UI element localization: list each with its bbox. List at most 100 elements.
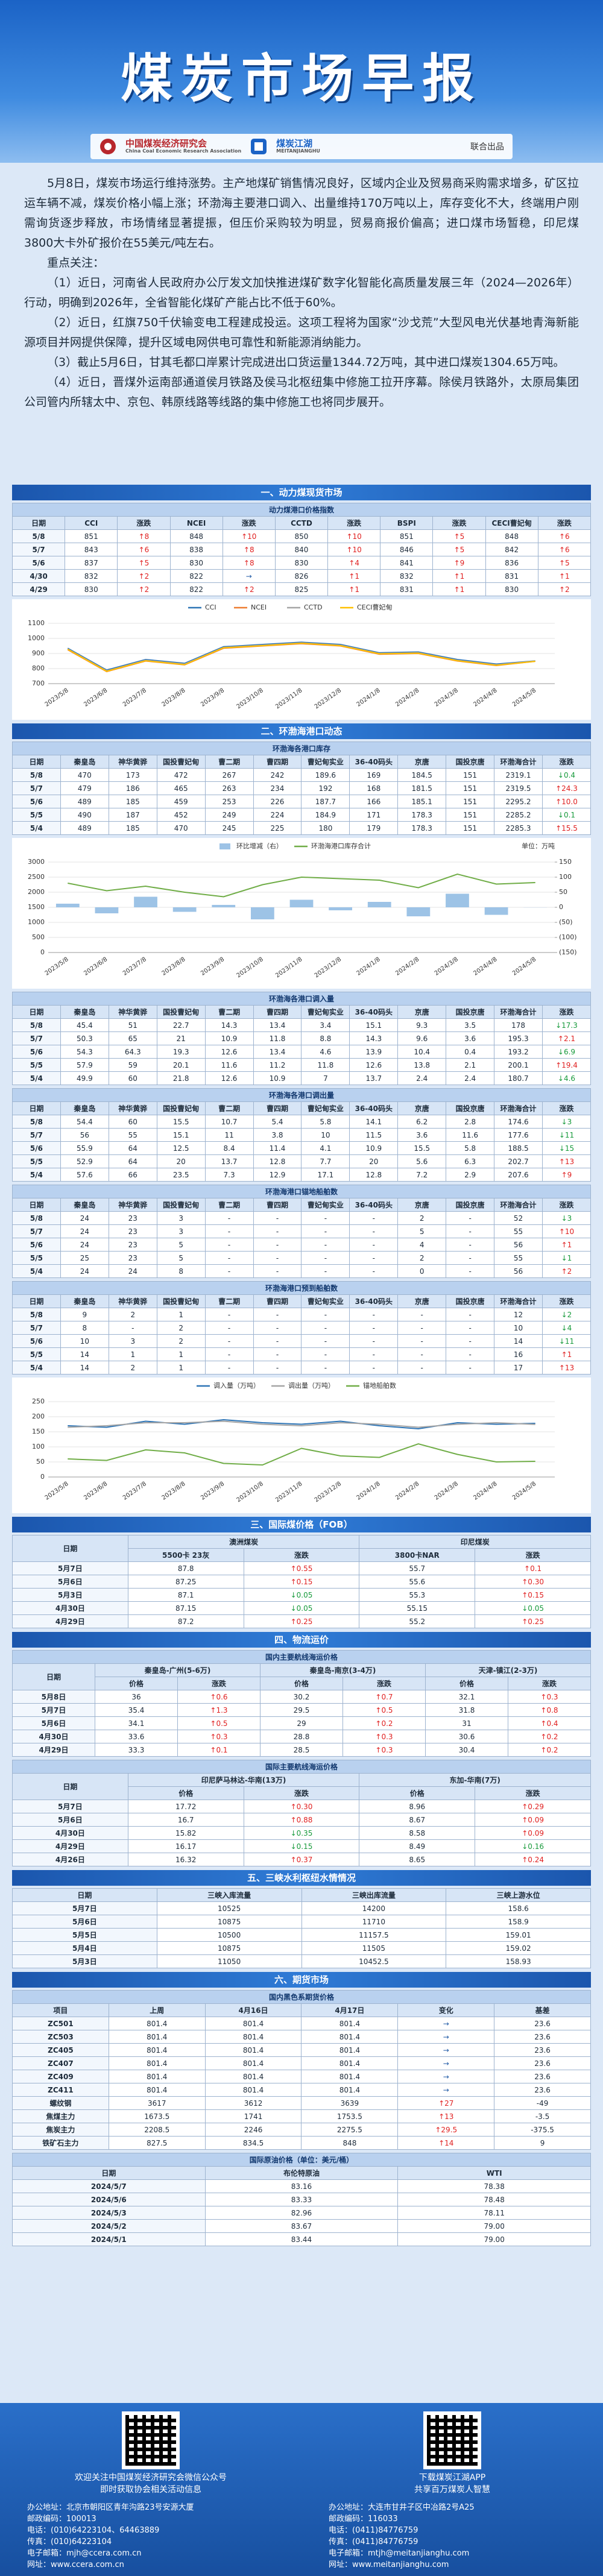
cell: 22.7 [156,1018,206,1032]
data-table: 环渤海各港口调出量 日期 秦皇岛 神华黄骅 国投曹妃甸 曹二期 曹四期 曹妃甸实业 36-40码… [12,1088,592,1182]
content: 一、动力煤现货市场 动力煤港口价格指数 日期 CCI 涨跌 NCEI 涨跌 CCTD 涨跌 BS… [0,485,603,2246]
cell: ↑0.6 [177,1690,260,1704]
x-tick-label: 2024/3/8 [434,1481,459,1502]
header-row: 日期 秦皇岛 神华黄骅 国投曹妃甸 曹二期 曹四期 曹妃甸实业 36-40码头 京唐 国投京唐 环渤… [12,1294,592,1308]
table-title: 环渤海各港口库存 [12,742,591,755]
cell: 8 [156,1264,206,1278]
cell: 801.4 [204,2017,302,2030]
cell: 2 [108,1361,157,1375]
chart: 0 500 1000 1500 2000 2500 3000 (150) (100) (50) 0 5… [28,842,577,979]
cell: 55.15 [359,1601,476,1615]
column-header: 环渤海合计 [494,1005,543,1019]
cell: ↑0.09 [475,1813,591,1827]
cell: 23.6 [494,2017,591,2030]
table-title-row: 环渤海各港口调出量 [12,1088,591,1102]
table-title-row: 国内黑色系期货价格 [12,1990,591,2004]
cell: ↓6.9 [541,1045,592,1059]
cell: ↑1 [537,569,592,583]
y-tick-label: 900 [32,649,45,657]
cell: ↑13 [397,2109,495,2123]
cell: 1 [156,1308,206,1321]
cell: ↓0.35 [243,1826,360,1840]
legend-label: 锚地船舶数 [363,1381,396,1390]
data-table: 环渤海港口预到船舶数 日期 秦皇岛 神华黄骅 国投曹妃甸 曹二期 曹四期 曹妃甸实业 36-40… [12,1281,592,1375]
cell: 3.5 [446,1018,495,1032]
bar [289,899,314,907]
table-row: 5月8日 36 ↑0.6 30.2 ↑0.7 32.1 ↑0.3 [12,1690,591,1704]
qr-code [423,2411,481,2469]
table-row: 5/6 54.3 64.3 19.3 12.6 13.4 4.6 13.9 10.4 0.4 193… [12,1045,592,1059]
cell: 6.3 [446,1154,495,1168]
cell: ↑9 [541,1168,592,1182]
cell: 55.9 [60,1141,109,1155]
cell: ↓11 [541,1128,592,1142]
column-header: 国投曹妃甸 [156,1101,206,1115]
table-title: 国内黑色系期货价格 [12,1990,591,2004]
table-row: 4月26日 16.32 ↑0.37 8.65 ↑0.24 [12,1853,591,1866]
cell: - [446,1224,495,1238]
cell: 79.00 [397,2232,591,2246]
row-label: 5/8 [12,1115,61,1129]
cell: - [301,1308,350,1321]
org-cn: 煤炭江湖 [276,138,313,150]
cell: ↑10 [327,529,381,543]
table-row: ZC409 801.4 801.4 801.4 → 23.6 [12,2070,591,2083]
cell: - [204,1211,254,1225]
cell: 181.5 [397,781,447,795]
row-label: 4月29日 [12,1743,95,1757]
column-header: CCI [65,516,118,530]
column-header: 36-40码头 [349,1294,399,1308]
cell: 489 [60,795,109,808]
cell: 45.4 [60,1018,109,1032]
cell: 837 [65,556,118,570]
contact-line: 网址：www.meitanjianghu.com [329,2560,449,2569]
cell: 12.5 [156,1141,206,1155]
row-label: 5/6 [12,1334,61,1348]
joint-label: 联合出品 [470,142,504,152]
cell: 178.3 [397,821,447,835]
cell: 169 [349,768,399,782]
column-header: 价格 [260,1677,343,1690]
row-label: 5/7 [12,1128,61,1142]
cell: 3.8 [253,1128,302,1142]
legend-label: 调入量（万吨） [213,1382,260,1390]
cell: - [397,1361,447,1375]
cell: - [349,1238,399,1252]
cell: 9 [60,1308,109,1321]
contact-line: 办公地址：北京市朝阳区青年沟路23号安源大厦 [27,2503,194,2512]
cell: - [253,1361,302,1375]
cell: 226 [253,795,302,808]
cell: - [253,1308,302,1321]
row-label: 5/8 [12,768,61,782]
cell: 178 [494,1018,543,1032]
cell: 207.6 [494,1168,543,1182]
cell: 5 [156,1251,206,1265]
x-tick-label: 2023/5/8 [44,1481,70,1502]
y-tick-label: 0 [40,1473,45,1481]
column-header: 日期 [12,1663,95,1690]
y-tick-label: 1100 [28,619,45,627]
column-header: 曹妃甸实业 [301,1005,350,1019]
table-title: 环渤海港口预到船舶数 [12,1281,591,1295]
cell: 23.6 [494,2043,591,2057]
cell: → [222,569,276,583]
row-label: 5月7日 [12,1703,95,1717]
table-row: 5/4 489 185 470 245 225 180 179 178.3 151 2285.3 ↑1… [12,821,592,835]
cell: 16.32 [127,1853,244,1866]
row-label: 5/4 [12,1071,61,1085]
cell: 13.4 [253,1018,302,1032]
cell: 801.4 [301,2056,399,2070]
table-title: 环渤海各港口调入量 [12,992,591,1006]
column-header: 项目 [12,2003,109,2017]
y2-tick-label: 0 [559,903,563,911]
cell: 8.96 [359,1800,476,1813]
cell: 35.4 [95,1703,178,1717]
cell: 801.4 [204,2043,302,2057]
series-line [68,873,535,898]
column-header: 神华黄骅 [108,1101,157,1115]
cell: 36 [95,1690,178,1704]
logo-bar: 中国煤炭经济研究会 China Coal Economic Research As… [90,134,513,159]
cell: 851 [65,529,118,543]
row-label: 2024/5/6 [12,2193,206,2206]
cell: 5 [156,1238,206,1252]
